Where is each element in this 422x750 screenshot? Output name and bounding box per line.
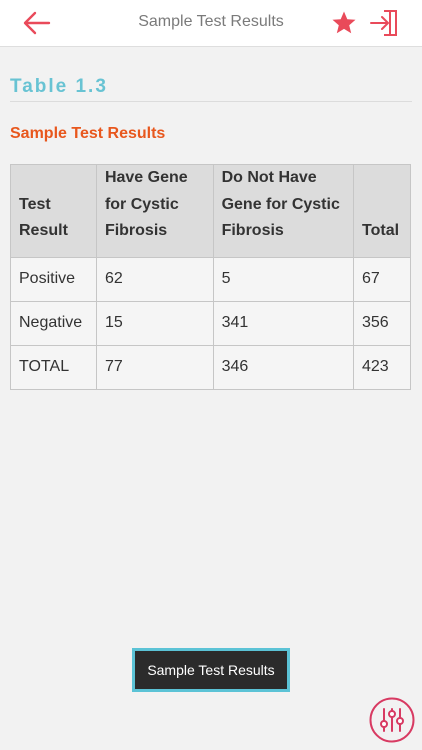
caption-popup[interactable]: Sample Test Results: [132, 648, 290, 692]
header-total: Total: [353, 164, 411, 258]
table-row: TOTAL 77 346 423: [10, 344, 411, 390]
header-have-gene: Have Gene for Cystic Fibrosis: [95, 164, 214, 258]
exit-button[interactable]: [369, 9, 399, 37]
back-button[interactable]: [22, 9, 52, 37]
header-line: Result: [19, 222, 68, 239]
results-table: Test Result Have Gene for Cystic Fibrosi…: [10, 164, 411, 390]
header-no-gene: Do Not Have Gene for Cystic Fibrosis: [212, 164, 355, 258]
cell-total: 67: [353, 256, 411, 302]
star-icon: [332, 11, 356, 34]
exit-icon: [370, 10, 397, 36]
cell-have-gene: 62: [95, 256, 214, 302]
cell-no-gene: 5: [212, 256, 355, 302]
section-divider: [10, 101, 412, 102]
header-line: Fibrosis: [104, 222, 168, 239]
table-caption: Sample Test Results: [10, 125, 166, 142]
favorite-button[interactable]: [331, 10, 357, 36]
cell-result: TOTAL: [10, 344, 97, 390]
header-line: Do Not Have: [221, 169, 317, 186]
cell-no-gene: 346: [212, 344, 355, 390]
table-header-row: Test Result Have Gene for Cystic Fibrosi…: [10, 164, 411, 258]
header-line: Have Gene: [104, 169, 188, 186]
back-arrow-icon: [23, 11, 51, 35]
header-line: for Cystic: [104, 195, 179, 213]
table-row: Positive 62 5 67: [10, 256, 411, 302]
section-heading: Table 1.3: [10, 76, 108, 97]
top-bar: Sample Test Results: [0, 0, 422, 47]
header-test-result: Test Result: [10, 164, 97, 258]
cell-result: Positive: [10, 256, 97, 302]
controls-button[interactable]: [369, 697, 415, 743]
header-line: Fibrosis: [221, 222, 284, 239]
header-line: Test: [19, 195, 51, 213]
page-title: Sample Test Results: [138, 13, 284, 30]
cell-total: 356: [353, 300, 411, 346]
sliders-icon: [369, 697, 415, 743]
cell-have-gene: 77: [95, 344, 214, 390]
table-row: Negative 15 341 356: [10, 300, 411, 346]
cell-total: 423: [353, 344, 411, 390]
cell-result: Negative: [10, 300, 97, 346]
cell-have-gene: 15: [95, 300, 214, 346]
cell-no-gene: 341: [212, 300, 355, 346]
header-line: Gene for Cystic: [221, 195, 340, 213]
